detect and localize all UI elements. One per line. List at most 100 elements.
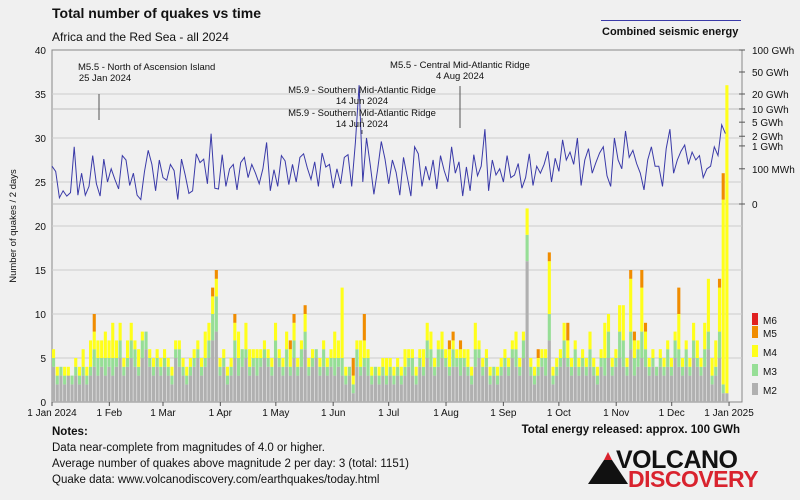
bar-segment-m2 bbox=[181, 375, 185, 402]
bar-segment-m3 bbox=[207, 340, 211, 358]
energy-legend-line bbox=[601, 20, 741, 21]
y-tick-label: 25 bbox=[35, 178, 47, 189]
bar-segment-m4 bbox=[684, 340, 688, 350]
bar-segment-m2 bbox=[662, 375, 666, 402]
bar-segment-m5 bbox=[566, 322, 570, 341]
bar-segment-m3 bbox=[314, 349, 318, 358]
bar-segment-m4 bbox=[669, 358, 673, 367]
bar-segment-m4 bbox=[703, 322, 707, 350]
bar-segment-m4 bbox=[151, 358, 155, 367]
bar-segment-m4 bbox=[255, 349, 259, 358]
bar-segment-m3 bbox=[503, 358, 507, 367]
y-tick-label: 30 bbox=[35, 134, 47, 145]
bar-segment-m3 bbox=[588, 349, 592, 367]
y-tick-label: 40 bbox=[35, 46, 47, 57]
y-axis-label: Number of quakes / 2 days bbox=[8, 169, 19, 283]
bar-segment-m3 bbox=[477, 349, 481, 358]
bar-segment-m5 bbox=[643, 322, 648, 332]
bar-segment-m2 bbox=[536, 375, 540, 402]
bar-segment-m2 bbox=[399, 384, 403, 402]
bar-segment-m2 bbox=[52, 366, 56, 402]
bar-segment-m3 bbox=[148, 358, 152, 367]
bar-segment-m3 bbox=[100, 358, 104, 367]
bar-segment-m4 bbox=[188, 358, 192, 367]
bar-segment-m4 bbox=[418, 349, 422, 358]
bar-segment-m3 bbox=[499, 366, 503, 376]
bar-segment-m3 bbox=[551, 375, 555, 385]
bar-segment-m3 bbox=[473, 349, 477, 367]
bar-segment-m3 bbox=[458, 358, 463, 376]
bar-segment-m2 bbox=[166, 375, 170, 402]
notes-line-3: Quake data: www.volcanodiscovery.com/ear… bbox=[52, 474, 380, 486]
bar-segment-m4 bbox=[529, 358, 533, 367]
bar-segment-m3 bbox=[162, 358, 167, 367]
bar-segment-m4 bbox=[370, 366, 374, 376]
bar-segment-m4 bbox=[525, 208, 529, 235]
bar-segment-m3 bbox=[144, 331, 148, 350]
energy-tick-label: 0 bbox=[752, 200, 758, 211]
bar-segment-m2 bbox=[63, 384, 67, 402]
bar-segment-m2 bbox=[322, 366, 326, 402]
x-tick-label: 1 Sep bbox=[490, 408, 517, 419]
bar-segment-m4 bbox=[159, 358, 163, 367]
bar-segment-m4 bbox=[114, 340, 118, 358]
bar-segment-m2 bbox=[384, 384, 389, 402]
bar-segment-m4 bbox=[166, 358, 170, 367]
bar-segment-m4 bbox=[340, 287, 344, 358]
bar-segment-m2 bbox=[325, 375, 329, 402]
bar-segment-m2 bbox=[355, 366, 359, 402]
bar-segment-m2 bbox=[614, 366, 618, 402]
bar-segment-m2 bbox=[244, 358, 248, 402]
bar-segment-m4 bbox=[296, 358, 300, 367]
bar-segment-m2 bbox=[174, 358, 178, 402]
bar-segment-m5 bbox=[721, 173, 725, 200]
bar-segment-m2 bbox=[236, 375, 241, 402]
bar-segment-m3 bbox=[336, 358, 340, 367]
magnitude-legend-label: M4 bbox=[763, 348, 777, 359]
bar-segment-m2 bbox=[74, 375, 78, 402]
bar-segment-m3 bbox=[273, 340, 278, 358]
magnitude-legend-swatch bbox=[752, 383, 758, 395]
bar-segment-m3 bbox=[606, 331, 611, 358]
bar-segment-m3 bbox=[396, 366, 400, 376]
bar-segment-m3 bbox=[680, 366, 685, 376]
magnitude-legend-swatch bbox=[752, 326, 758, 338]
bar-segment-m4 bbox=[592, 358, 596, 367]
bar-segment-m3 bbox=[677, 349, 681, 367]
bar-segment-m3 bbox=[362, 358, 366, 367]
bar-segment-m3 bbox=[455, 358, 459, 367]
energy-tick-label: 2 GWh bbox=[752, 132, 783, 143]
bar-segment-m2 bbox=[66, 375, 70, 402]
bar-segment-m3 bbox=[562, 340, 566, 358]
bar-segment-m4 bbox=[122, 358, 126, 367]
quake-chart: 0 5 10 15 20 25 30 35 40 1 Jan 2024 1 Feb 1 Mar 1 Ap… bbox=[8, 46, 795, 419]
bar-segment-m4 bbox=[318, 358, 322, 367]
bar-segment-m2 bbox=[281, 375, 285, 402]
bar-segment-m4 bbox=[503, 349, 507, 358]
bar-segment-m4 bbox=[599, 349, 603, 358]
bar-segment-m3 bbox=[74, 366, 78, 376]
bar-segment-m3 bbox=[248, 366, 252, 376]
bar-segment-m2 bbox=[551, 384, 555, 402]
bar-segment-m2 bbox=[151, 375, 155, 402]
bar-segment-m4 bbox=[218, 358, 222, 367]
bar-segment-m2 bbox=[296, 375, 300, 402]
bar-segment-m4 bbox=[281, 358, 285, 367]
bar-segment-m4 bbox=[540, 349, 544, 358]
bar-segment-m3 bbox=[310, 358, 315, 367]
bar-segment-m2 bbox=[155, 366, 159, 402]
bar-segment-m4 bbox=[640, 287, 644, 332]
bar-segment-m3 bbox=[192, 358, 196, 367]
bar-segment-m3 bbox=[614, 358, 618, 367]
bar-segment-m4 bbox=[636, 340, 640, 350]
annotation-date: 14 Jun 2024 bbox=[336, 96, 388, 107]
bar-segment-m4 bbox=[203, 331, 207, 358]
bar-segment-m3 bbox=[514, 349, 518, 367]
notes-line-1: Data near-complete from magnitudes of 4.… bbox=[52, 442, 325, 454]
bar-segment-m4 bbox=[88, 340, 93, 367]
bar-segment-m4 bbox=[710, 358, 714, 376]
bar-segment-m4 bbox=[111, 322, 115, 358]
x-tick-label: 1 Jul bbox=[378, 408, 399, 419]
bar-segment-m3 bbox=[373, 366, 377, 376]
bar-segment-m3 bbox=[218, 366, 222, 376]
